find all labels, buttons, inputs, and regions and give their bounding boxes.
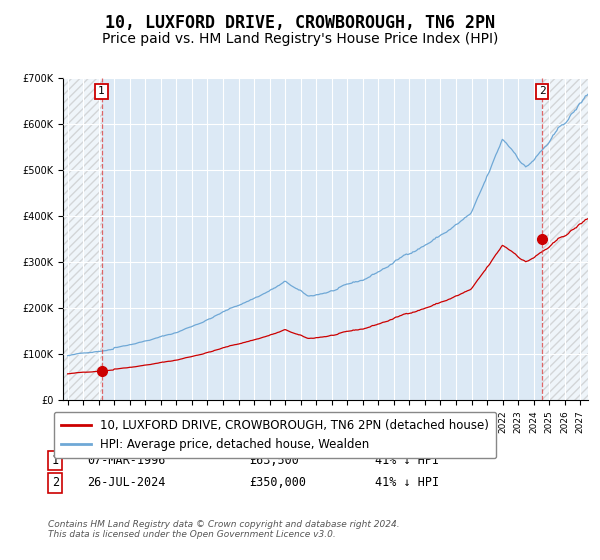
Text: Price paid vs. HM Land Registry's House Price Index (HPI): Price paid vs. HM Land Registry's House … [102,32,498,46]
Text: £63,500: £63,500 [249,454,299,467]
Text: 07-MAR-1996: 07-MAR-1996 [87,454,166,467]
Text: Contains HM Land Registry data © Crown copyright and database right 2024.
This d: Contains HM Land Registry data © Crown c… [48,520,400,539]
Text: 2: 2 [539,86,546,96]
Bar [63,78,101,400]
Text: 26-JUL-2024: 26-JUL-2024 [87,476,166,489]
Text: 10, LUXFORD DRIVE, CROWBOROUGH, TN6 2PN: 10, LUXFORD DRIVE, CROWBOROUGH, TN6 2PN [105,14,495,32]
Text: 41% ↓ HPI: 41% ↓ HPI [375,454,439,467]
Legend: 10, LUXFORD DRIVE, CROWBOROUGH, TN6 2PN (detached house), HPI: Average price, de: 10, LUXFORD DRIVE, CROWBOROUGH, TN6 2PN … [54,412,496,458]
Text: 1: 1 [98,86,105,96]
Text: 2: 2 [52,476,59,489]
Text: 1: 1 [52,454,59,467]
Text: £350,000: £350,000 [249,476,306,489]
Bar [542,78,588,400]
Text: 41% ↓ HPI: 41% ↓ HPI [375,476,439,489]
